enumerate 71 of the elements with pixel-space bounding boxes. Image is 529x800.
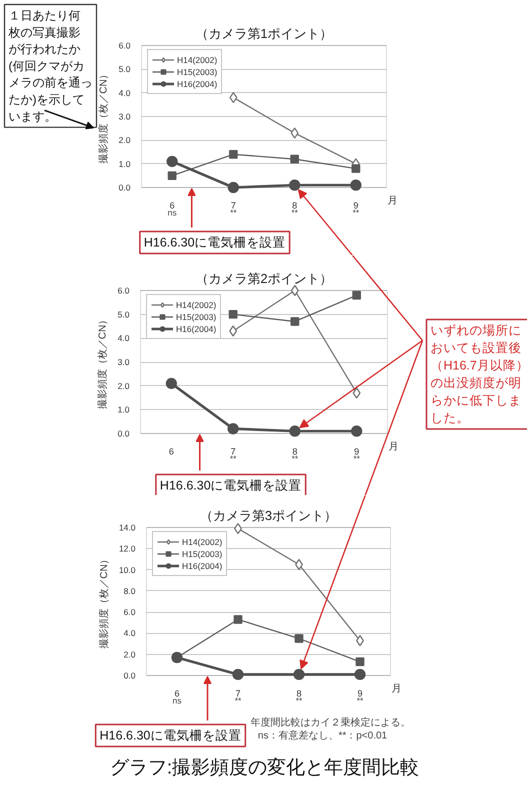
chart-title: （カメラ第1ポイント）: [195, 26, 333, 41]
y-tick-label: 0.0: [118, 428, 130, 438]
x-tick-label: 8: [292, 200, 298, 210]
y-tick-label: 8.0: [124, 586, 136, 596]
legend-label: H14(2002): [176, 299, 216, 310]
y-axis-title: 撮影頻度（枚／CN）: [96, 314, 109, 410]
y-tick-label: 5.0: [118, 64, 131, 74]
x-axis-title: 月: [388, 442, 398, 452]
y-tick-label: 2.0: [118, 135, 131, 146]
legend-label: H16(2004): [182, 560, 222, 571]
x-tick-label: 7: [235, 688, 241, 698]
text: **: [296, 696, 303, 706]
text: H16.6.30に電気柵を設置: [144, 236, 286, 250]
legend-label: H15(2003): [176, 311, 216, 322]
y-tick-label: 10.0: [118, 564, 136, 575]
y-axis-title: 撮影頻度（枚／CN）: [98, 69, 110, 164]
x-tick-label: 6: [170, 200, 175, 210]
x-tick-label: 6: [174, 688, 180, 698]
y-tick-label: 2.0: [118, 380, 130, 391]
y-axis-title: 撮影頻度（枚／CN）: [98, 554, 110, 649]
y-tick-label: 6.0: [124, 607, 136, 618]
legend-label: H15(2003): [182, 548, 222, 559]
y-tick-label: 3.0: [118, 112, 131, 122]
text: **: [352, 208, 360, 218]
x-tick-label: 6: [168, 446, 174, 456]
y-tick-label: 3.0: [118, 357, 130, 367]
x-axis-title: 月: [388, 196, 398, 206]
x-axis-title: 月: [392, 684, 402, 694]
x-tick-label: 9: [354, 446, 360, 456]
chart-title: （カメラ第3ポイント）: [200, 508, 338, 523]
text: ns: [172, 696, 182, 706]
y-tick-label: 4.0: [118, 88, 131, 98]
legend-label: H14(2002): [177, 54, 218, 65]
text: **: [353, 454, 361, 464]
y-tick-label: 1.0: [118, 158, 131, 169]
legend-label: H14(2002): [182, 536, 222, 547]
legend-label: H16(2004): [176, 323, 216, 334]
y-tick-label: 0.0: [118, 182, 131, 192]
y-tick-label: 2.0: [124, 649, 136, 660]
text: **: [291, 208, 299, 218]
x-tick-label: 7: [230, 446, 236, 456]
text: **: [356, 696, 364, 706]
y-tick-label: 4.0: [124, 628, 136, 638]
text: １日あたり何枚の写真撮影が行われたか(何回クマがカメラの前を通ったか)を示しています。: [8, 8, 92, 124]
x-tick-label: 7: [230, 200, 236, 210]
x-tick-label: 9: [357, 688, 363, 698]
x-tick-label: 8: [292, 446, 298, 456]
text: **: [234, 696, 242, 706]
y-tick-label: 6.0: [118, 286, 130, 296]
chart-title: （カメラ第2ポイント）: [195, 271, 333, 286]
text: ns: [168, 208, 177, 218]
text: H16.6.30に電気柵を設置: [100, 728, 242, 742]
legend-label: H16(2004): [177, 78, 218, 89]
text: 年度間比較はカイ２乗検定による。: [250, 716, 410, 728]
text: ns：有意差なし、**：p<0.01: [258, 730, 388, 742]
text: グラフ:撮影頻度の変化と年度間比較: [110, 756, 420, 778]
y-tick-label: 6.0: [118, 40, 131, 50]
text: H16.6.30に電気柵を設置: [160, 478, 302, 492]
y-tick-label: 1.0: [118, 404, 130, 415]
y-tick-label: 12.0: [118, 544, 136, 554]
y-tick-label: 14.0: [118, 522, 136, 532]
x-tick-label: 9: [353, 200, 358, 210]
annotation: いずれの場所においても設置後（H16.7月以降）の出没頻度が明らかに低下しました。: [430, 324, 529, 425]
text: **: [230, 208, 238, 218]
y-tick-label: 0.0: [124, 670, 136, 680]
legend-label: H15(2003): [177, 66, 218, 77]
y-tick-label: 5.0: [118, 309, 130, 320]
y-tick-label: 4.0: [118, 333, 130, 344]
text: **: [230, 454, 238, 464]
x-tick-label: 8: [296, 688, 302, 698]
text: **: [292, 454, 299, 464]
